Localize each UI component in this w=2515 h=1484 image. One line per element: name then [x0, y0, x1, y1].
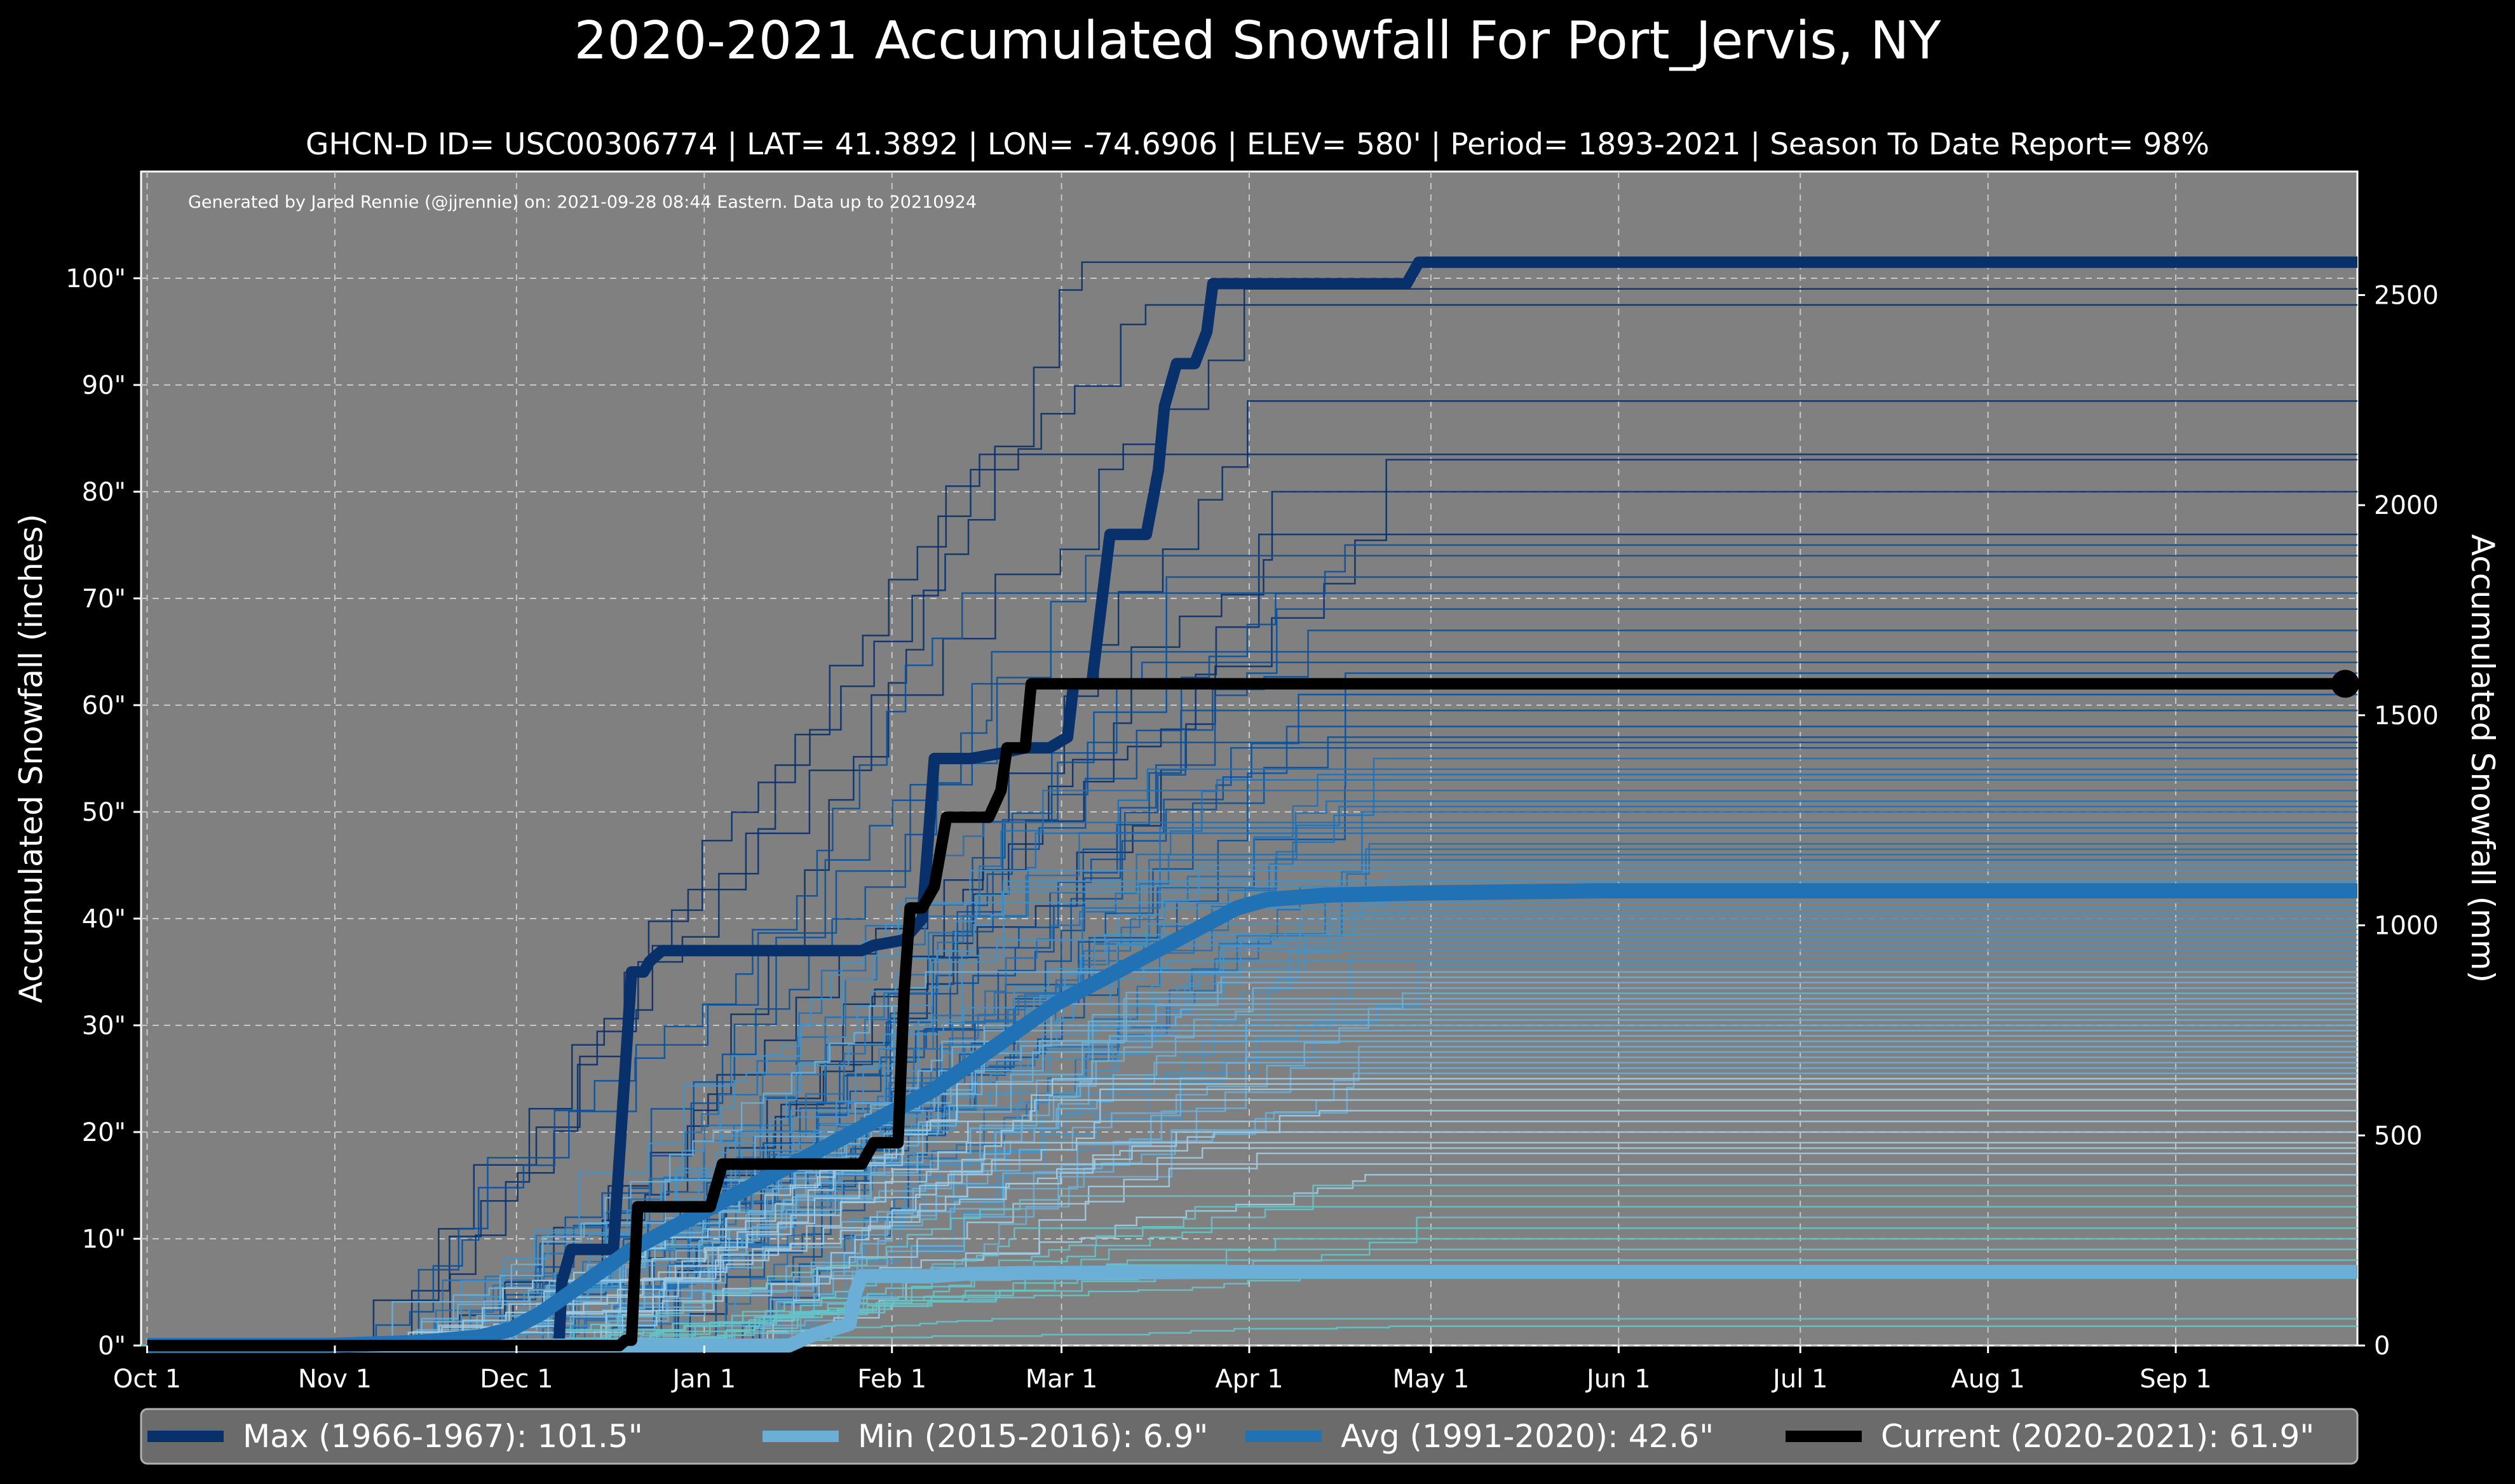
historical-trace — [141, 288, 2357, 1347]
y2-axis-label: Accumulated Snowfall (mm) — [2464, 534, 2501, 983]
y2-tick-label: 0 — [2374, 1332, 2390, 1361]
y-tick-label: 100" — [65, 264, 126, 293]
y2-tick-label: 1000 — [2374, 912, 2439, 941]
y-tick-label: 30" — [82, 1011, 126, 1041]
historical-trace — [141, 843, 2357, 1347]
legend-entry: Min (2015-2016): 6.9" — [858, 1418, 1208, 1455]
historical-trace — [141, 661, 2357, 1347]
y2-tick-label: 1500 — [2374, 701, 2439, 731]
historical-trace — [141, 453, 2357, 1347]
chart-title: 2020-2021 Accumulated Snowfall For Port_… — [574, 11, 1941, 71]
historical-trace — [141, 1152, 2357, 1347]
y-axis-left: 0" 10" 20" 30" 40" 50" 60" 70" 80" 90" 100" — [65, 264, 141, 1361]
x-tick-label: Aug 1 — [1951, 1365, 2025, 1394]
historical-trace — [141, 1195, 2357, 1347]
historical-trace — [141, 683, 2357, 1347]
historical-season-traces — [141, 261, 2357, 1347]
historical-trace — [141, 790, 2357, 1347]
x-tick-label: Jan 1 — [670, 1365, 736, 1394]
highlight-series — [147, 256, 2359, 1353]
legend-entry: Max (1966-1967): 101.5" — [243, 1418, 643, 1455]
y2-tick-label: 2500 — [2374, 281, 2439, 310]
chart-subtitle: GHCN-D ID= USC00306774 | LAT= 41.3892 | … — [306, 127, 2209, 162]
x-tick-label: May 1 — [1392, 1365, 1469, 1394]
historical-trace — [141, 1056, 2357, 1347]
historical-trace — [141, 880, 2357, 1347]
y-tick-label: 50" — [82, 798, 126, 827]
x-tick-label: Apr 1 — [1215, 1365, 1283, 1394]
y-tick-label: 0" — [98, 1332, 126, 1361]
historical-trace — [141, 304, 2357, 1347]
x-tick-label: Jul 1 — [1771, 1365, 1827, 1394]
historical-trace — [141, 1142, 2357, 1347]
historical-trace — [141, 939, 2357, 1347]
y-tick-label: 40" — [82, 905, 126, 934]
x-tick-label: Sep 1 — [2139, 1365, 2212, 1394]
y-tick-label: 10" — [82, 1225, 126, 1254]
y-tick-label: 90" — [82, 371, 126, 400]
legend-entry: Avg (1991-2020): 42.6" — [1341, 1418, 1714, 1455]
x-axis: Oct 1 Nov 1 Dec 1 Jan 1 Feb 1 Mar 1 Apr 1 May 1… — [113, 1346, 2212, 1394]
historical-trace — [141, 1173, 2357, 1347]
historical-trace — [141, 966, 2357, 1347]
legend-entry: Current (2020-2021): 61.9" — [1881, 1418, 2314, 1455]
y2-tick-label: 500 — [2374, 1121, 2422, 1150]
x-tick-label: Jun 1 — [1585, 1365, 1651, 1394]
historical-trace — [141, 896, 2357, 1347]
x-tick-label: Oct 1 — [113, 1365, 181, 1394]
legend: Max (1966-1967): 101.5" Min (2015-2016): … — [140, 1408, 2359, 1465]
y-tick-label: 20" — [82, 1118, 126, 1147]
historical-trace — [141, 1019, 2357, 1347]
historical-trace — [141, 1035, 2357, 1347]
historical-trace — [141, 886, 2357, 1347]
historical-trace — [141, 1163, 2357, 1347]
historical-trace — [141, 992, 2357, 1347]
y-axis-label: Accumulated Snowfall (inches) — [13, 514, 50, 1003]
y-tick-label: 60" — [82, 691, 126, 720]
series-line-max — [147, 256, 2357, 1351]
credit-text: Generated by Jared Rennie (@jjrennie) on… — [188, 192, 977, 212]
historical-trace — [141, 971, 2357, 1347]
historical-trace — [141, 950, 2357, 1347]
x-tick-label: Nov 1 — [298, 1365, 372, 1394]
y2-tick-label: 2000 — [2374, 491, 2439, 520]
x-tick-label: Mar 1 — [1026, 1365, 1098, 1394]
current-end-marker — [2331, 670, 2359, 698]
historical-trace — [141, 672, 2357, 1347]
series-line-avg — [147, 883, 2357, 1353]
historical-trace — [141, 725, 2357, 1347]
historical-trace — [141, 1062, 2357, 1347]
historical-trace — [141, 1217, 2357, 1347]
historical-trace — [141, 261, 2357, 1347]
x-tick-label: Feb 1 — [857, 1365, 926, 1394]
series-line-current — [147, 678, 2357, 1351]
historical-trace — [141, 981, 2357, 1347]
historical-trace — [141, 592, 2357, 1347]
historical-trace — [141, 1072, 2357, 1347]
y-tick-label: 80" — [82, 478, 126, 507]
y-tick-label: 70" — [82, 584, 126, 614]
series-line-min — [147, 1265, 2357, 1352]
historical-trace — [141, 1077, 2357, 1347]
y-axis-right: 0 500 1000 1500 2000 2500 — [2357, 281, 2439, 1361]
x-tick-label: Dec 1 — [480, 1365, 553, 1394]
